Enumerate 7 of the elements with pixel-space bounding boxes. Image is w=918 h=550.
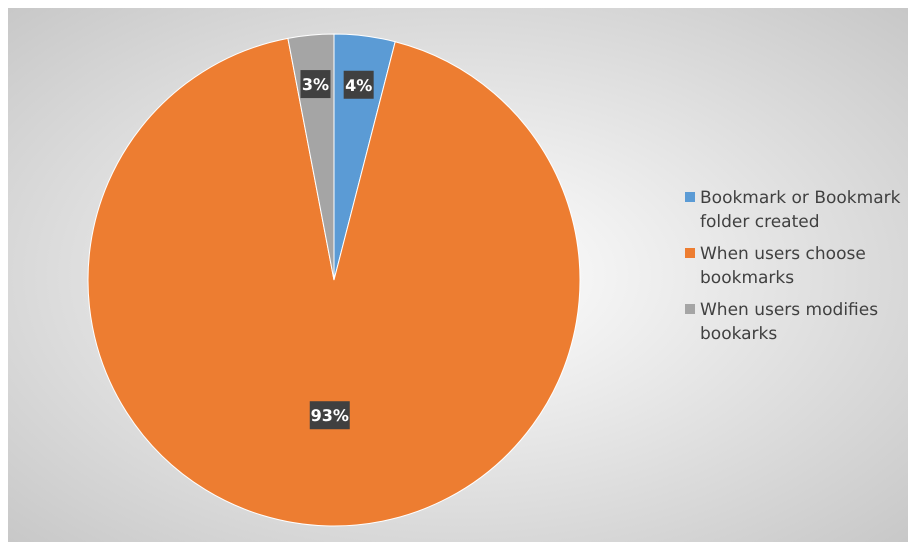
data-label: 4% <box>345 76 372 95</box>
slice-label: When users choose bookmarks <box>700 244 866 288</box>
legend-label: Bookmark or Bookmark folder created <box>700 188 901 232</box>
data-label: 93% <box>310 406 349 426</box>
pie-slice <box>88 38 580 526</box>
data-label: 3% <box>302 75 330 94</box>
legend-label: When users modifies bookarks <box>700 300 878 344</box>
